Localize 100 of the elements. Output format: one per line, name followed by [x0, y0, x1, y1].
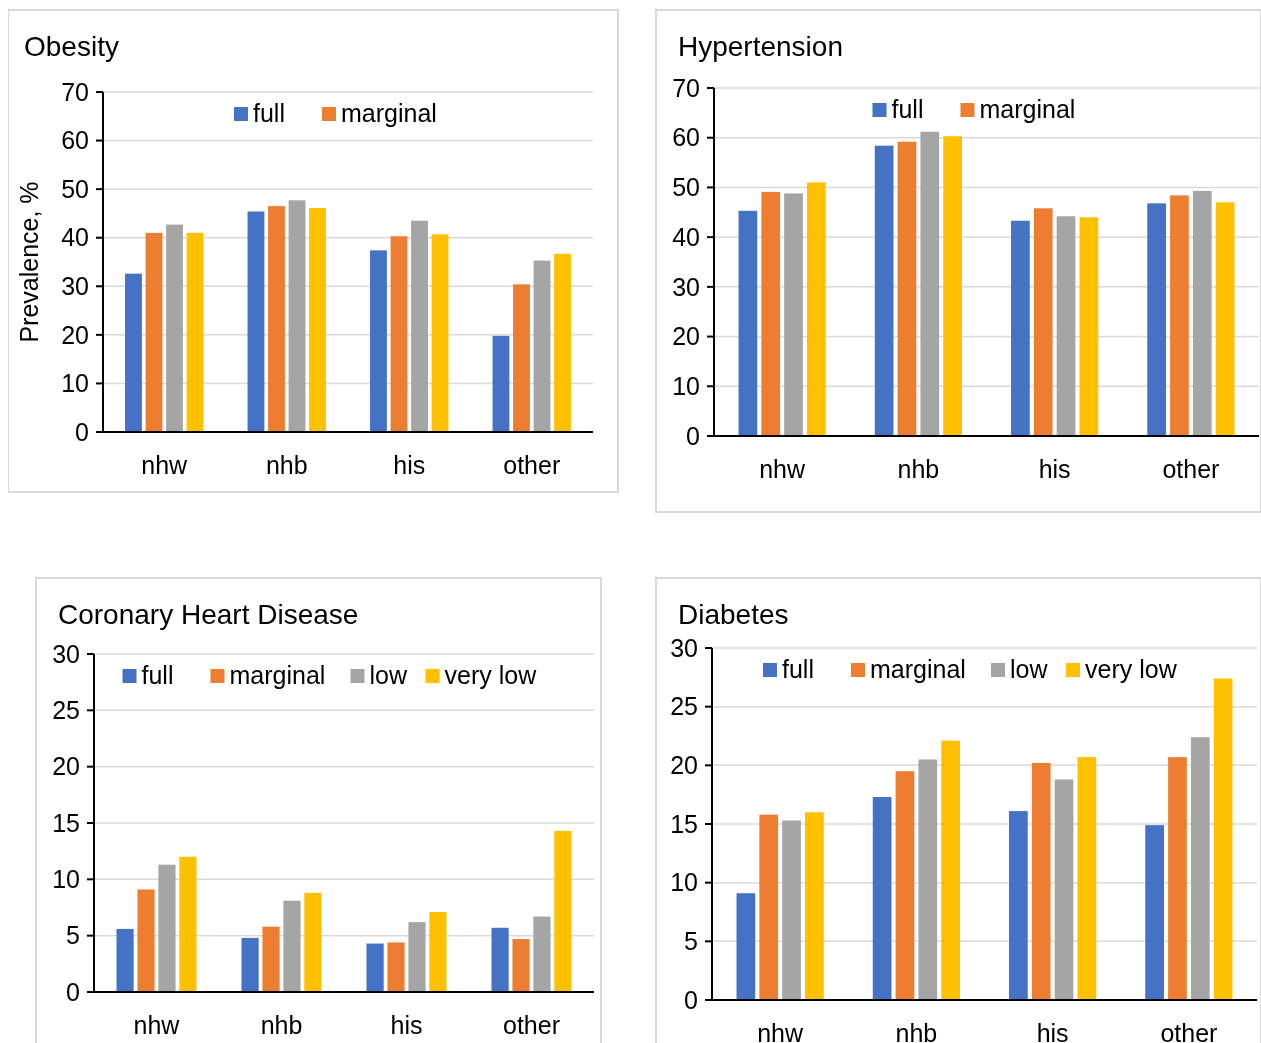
x-tick-label: other [503, 451, 561, 479]
bar [920, 131, 940, 436]
x-tick-label: his [390, 1011, 423, 1039]
bar [1056, 216, 1076, 436]
bar [186, 232, 204, 432]
y-tick-label: 5 [684, 927, 698, 956]
bar [411, 220, 428, 432]
x-tick-label: his [1038, 455, 1071, 483]
x-tick-label: nhb [895, 1019, 938, 1043]
bar [491, 927, 509, 992]
x-tick-label: nhw [759, 455, 806, 483]
bar [492, 335, 510, 432]
bar [1031, 762, 1051, 1000]
bar [1079, 217, 1099, 436]
bar [166, 224, 183, 432]
bar [288, 200, 306, 432]
y-tick-label: 20 [670, 751, 698, 780]
bar [408, 922, 426, 992]
bar [805, 812, 824, 1000]
y-tick-label: 0 [66, 977, 80, 1006]
y-tick-label: 40 [672, 222, 700, 251]
bar [431, 234, 449, 432]
bar [1011, 220, 1030, 436]
bar [872, 797, 892, 1000]
y-tick-label: 30 [672, 272, 700, 301]
bar [895, 771, 915, 1000]
bar [554, 830, 572, 992]
bar [759, 814, 779, 1000]
x-tick-label: his [1036, 1019, 1069, 1043]
bar [1170, 195, 1189, 436]
y-tick-label: 50 [61, 174, 89, 203]
y-tick-label: 10 [672, 372, 700, 401]
bar [1009, 811, 1028, 1000]
bar [429, 912, 447, 992]
bar [1190, 737, 1210, 1000]
bar [309, 208, 326, 432]
y-axis-title: Prevalence, % [15, 181, 43, 343]
legend-label: full [141, 661, 174, 689]
bar [1145, 825, 1164, 1000]
legend-label: marginal [229, 661, 326, 689]
chart-title: Obesity [24, 31, 119, 62]
bar [761, 191, 781, 436]
bar [145, 232, 163, 432]
bar [736, 893, 756, 1000]
bar [918, 759, 938, 1000]
bar [533, 260, 551, 432]
bar [370, 250, 387, 432]
x-tick-label: nhb [897, 455, 940, 483]
y-tick-label: 5 [66, 921, 80, 950]
chart-title: Hypertension [678, 31, 843, 62]
bar [1168, 757, 1187, 1000]
bar [943, 136, 962, 436]
y-tick-label: 20 [61, 320, 89, 349]
chart-title: Diabetes [678, 599, 789, 630]
x-tick-label: nhw [133, 1011, 181, 1039]
y-tick-label: 25 [52, 696, 80, 725]
legend-label: full [891, 95, 924, 123]
bar [116, 928, 134, 992]
bar [1215, 202, 1235, 436]
bar [782, 820, 801, 1000]
bar [247, 211, 265, 432]
x-tick-label: nhw [141, 451, 189, 479]
bar [512, 939, 530, 992]
y-tick-label: 10 [670, 868, 698, 897]
bar [941, 740, 960, 1000]
bar [1077, 757, 1097, 1000]
x-tick-label: other [1160, 1019, 1218, 1043]
bar [1054, 779, 1074, 1000]
bar [738, 210, 758, 436]
legend-label: full [782, 655, 814, 683]
bar [533, 916, 551, 992]
bar [262, 926, 280, 992]
bar [283, 900, 301, 992]
bar [137, 889, 155, 992]
y-tick-label: 20 [52, 752, 80, 781]
legend-label: very low [444, 661, 538, 689]
legend-label: full [253, 99, 285, 127]
bar [554, 253, 571, 432]
x-tick-label: nhb [265, 451, 308, 479]
chart-title: Coronary Heart Disease [58, 599, 359, 630]
legend-label: low [1010, 655, 1049, 683]
bar [366, 943, 384, 992]
y-tick-label: 15 [52, 808, 80, 837]
y-tick-label: 70 [672, 73, 700, 102]
bar [390, 236, 408, 432]
bar [513, 284, 530, 432]
bar [807, 182, 826, 436]
y-tick-label: 0 [75, 417, 89, 446]
x-tick-label: other [1162, 455, 1220, 483]
y-tick-label: 50 [672, 173, 700, 202]
legend-label: marginal [870, 655, 966, 683]
y-tick-label: 30 [52, 639, 80, 668]
x-tick-label: nhb [260, 1011, 303, 1039]
y-tick-label: 15 [670, 809, 698, 838]
legend-label: low [369, 661, 408, 689]
bar [1213, 678, 1233, 1000]
bar [874, 145, 894, 436]
x-tick-label: other [503, 1011, 560, 1039]
y-tick-label: 0 [686, 421, 700, 450]
bar [897, 141, 917, 436]
